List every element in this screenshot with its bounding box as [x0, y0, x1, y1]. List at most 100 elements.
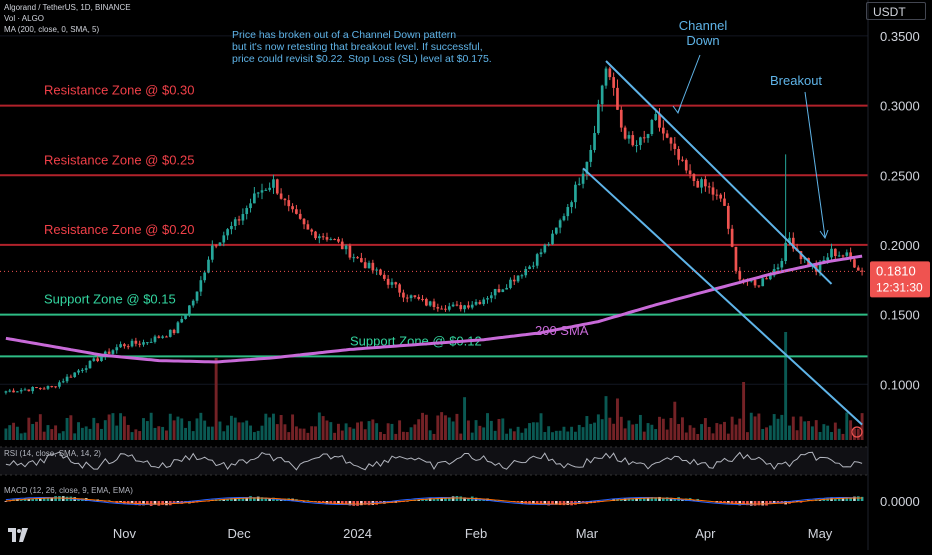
ma-indicator-label: MA (200, close, 0, SMA, 5)	[4, 25, 99, 35]
breakout-label: Breakout	[770, 73, 822, 88]
volume-bar	[700, 424, 703, 440]
volume-bar	[31, 424, 34, 440]
volume-bar	[268, 417, 271, 440]
volume-bar	[245, 421, 248, 440]
candle	[597, 100, 600, 135]
volume-bar	[677, 424, 680, 440]
volume-bar	[631, 425, 634, 440]
volume-bar	[612, 424, 615, 440]
support-zone-label: Support Zone @ $0.15	[44, 292, 176, 307]
volume-bar	[750, 413, 753, 440]
volume-bar	[230, 416, 233, 440]
volume-bar	[142, 418, 145, 440]
volume-bar	[234, 418, 237, 440]
currency-unit-selector[interactable]: USDT	[866, 2, 926, 20]
volume-bar	[176, 417, 179, 440]
volume-bar	[528, 423, 531, 440]
volume-bar	[77, 422, 80, 440]
volume-bar	[498, 419, 501, 440]
volume-bar	[478, 426, 481, 440]
volume-bar	[368, 421, 371, 440]
candle	[544, 244, 547, 254]
volume-bar	[834, 423, 837, 440]
macd-histogram-bar	[257, 497, 260, 501]
macd-histogram-bar	[861, 497, 864, 501]
volume-bar	[780, 415, 783, 440]
volume-bar	[689, 425, 692, 440]
rsi-pane: RSI (14, close, SMA, 14, 2)	[0, 447, 868, 475]
candle	[735, 247, 738, 274]
volume-bar	[830, 432, 833, 440]
resistance-zone-label: Resistance Zone @ $0.20	[44, 222, 195, 237]
macd-histogram-bar	[356, 501, 359, 506]
volume-bar	[222, 431, 225, 440]
volume-bar	[326, 420, 329, 440]
volume-bar	[448, 417, 451, 440]
resistance-zone-label: Resistance Zone @ $0.30	[44, 83, 195, 98]
volume-bar	[69, 415, 72, 440]
volume-bar	[108, 414, 111, 440]
volume-bar	[184, 428, 187, 440]
volume-bar	[226, 425, 229, 440]
volume-bar	[540, 413, 543, 440]
volume-bar	[696, 434, 699, 440]
volume-bar	[39, 414, 42, 440]
volume-bar	[543, 432, 546, 440]
bar-countdown: 12:31:30	[876, 280, 923, 294]
candle	[349, 244, 352, 260]
volume-bar	[566, 432, 569, 440]
volume-bar	[708, 427, 711, 440]
volume-bar	[291, 414, 294, 440]
volume-bar	[486, 413, 489, 440]
volume-bar	[727, 434, 730, 440]
volume-bar	[494, 431, 497, 440]
volume-bar	[24, 433, 27, 440]
volume-bar	[379, 432, 382, 440]
macd-histogram-bar	[226, 499, 229, 501]
volume-bar	[119, 413, 122, 440]
volume-bar	[54, 425, 57, 440]
rsi-band	[0, 447, 868, 475]
volume-bar	[104, 420, 107, 440]
volume-bar	[555, 431, 558, 440]
macd-title: MACD (12, 26, close, 9, EMA, EMA)	[4, 486, 133, 495]
volume-bar	[66, 418, 69, 440]
volume-bar	[314, 426, 317, 440]
analysis-note-line: price could revisit $0.22. Stop Loss (SL…	[232, 53, 492, 65]
volume-bar	[169, 414, 172, 440]
volume-bar	[608, 418, 611, 440]
volume-bar	[295, 426, 298, 440]
volume-bar	[12, 423, 15, 440]
volume-bar	[249, 426, 252, 440]
volume-bar	[731, 417, 734, 440]
macd-histogram-bar	[459, 496, 462, 501]
price-tick-label: 0.1000	[880, 377, 920, 392]
macd-histogram-bar	[249, 496, 252, 501]
volume-bar	[16, 427, 19, 440]
volume-bar	[593, 423, 596, 440]
volume-bar	[815, 420, 818, 440]
volume-bar	[769, 426, 772, 440]
volume-bar	[673, 402, 676, 440]
volume-bar	[58, 433, 61, 440]
volume-bar	[348, 427, 351, 440]
volume-bar	[440, 412, 443, 440]
volume-bar	[134, 429, 137, 440]
volume-bar	[47, 425, 50, 440]
volume-bar	[784, 332, 787, 440]
volume-bar	[723, 422, 726, 440]
volume-bar	[276, 424, 279, 440]
macd-histogram-bar	[360, 501, 363, 505]
volume-bar	[773, 414, 776, 440]
macd-histogram-bar	[761, 501, 764, 505]
volume-bar	[429, 430, 432, 440]
volume-bar	[570, 427, 573, 440]
volume-bar	[387, 423, 390, 440]
volume-bar	[81, 428, 84, 440]
volume-bar	[8, 425, 11, 440]
volume-bar	[4, 428, 7, 440]
price-tick-label: 0.3000	[880, 99, 920, 114]
volume-bar	[131, 432, 134, 440]
